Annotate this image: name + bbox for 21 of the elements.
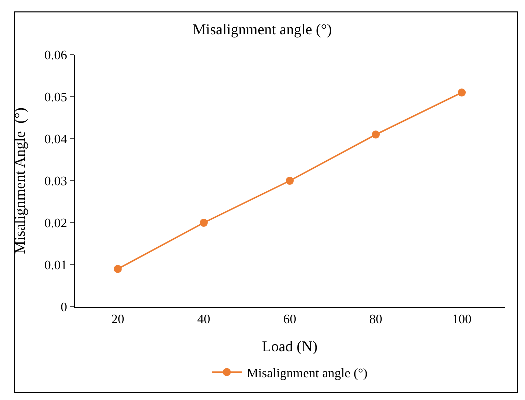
- y-tick-label: 0.04: [44, 132, 68, 147]
- x-axis-title: Load (N): [262, 340, 318, 356]
- y-tick-label: 0.02: [44, 216, 68, 231]
- x-tick-label: 40: [198, 312, 210, 327]
- point: [114, 265, 122, 274]
- y-axis-title: Misalignment Angle (°): [12, 108, 29, 254]
- chart-title: Misalignment angle (°): [192, 22, 332, 38]
- point: [458, 88, 466, 97]
- x-tick-label: 100: [452, 312, 472, 327]
- y-tick-label: 0: [60, 300, 68, 315]
- point: [286, 177, 294, 185]
- y-tick-label: 0.01: [44, 258, 68, 273]
- point: [200, 219, 208, 227]
- point: [372, 130, 380, 139]
- x-tick-label: 20: [112, 312, 124, 327]
- legend-label: Misalignment angle (°): [247, 365, 368, 380]
- y-tick-label: 0.05: [44, 90, 68, 105]
- x-tick-label: 60: [284, 312, 296, 327]
- x-tick-label: 80: [370, 312, 382, 327]
- y-tick-label: 0.03: [44, 174, 68, 189]
- y-tick-label: 0.06: [44, 48, 68, 63]
